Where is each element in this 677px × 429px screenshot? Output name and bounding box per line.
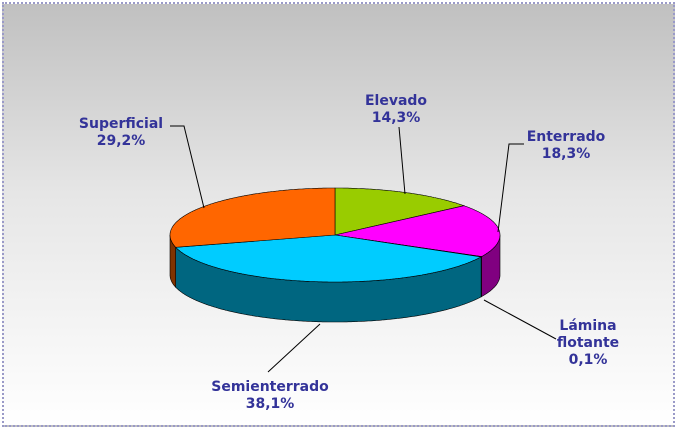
category-name: Elevado bbox=[364, 93, 428, 109]
slice-label: Superficial 29,2% bbox=[79, 116, 163, 150]
value-label: 0,1% bbox=[568, 352, 608, 368]
value-label: 14,3% bbox=[371, 110, 421, 126]
category-name: Enterrado bbox=[526, 129, 606, 145]
leader-line bbox=[483, 299, 557, 340]
slice-label: Enterrado 18,3% bbox=[527, 129, 606, 163]
chart bbox=[169, 125, 557, 373]
value-label: 18,3% bbox=[541, 146, 591, 162]
slice-label: Semienterrado 38,1% bbox=[211, 379, 329, 413]
slice bbox=[334, 205, 501, 257]
category-name: Lámina flotante bbox=[556, 318, 620, 351]
category-name: Semienterrado bbox=[211, 379, 329, 395]
leader-line bbox=[398, 126, 406, 195]
slice bbox=[169, 187, 336, 248]
category-name: Superficial bbox=[78, 116, 164, 132]
slice bbox=[175, 234, 483, 283]
leader-line bbox=[497, 143, 524, 233]
slice bbox=[334, 187, 466, 236]
value-label: 38,1% bbox=[245, 396, 295, 412]
value-label: 29,2% bbox=[96, 133, 146, 149]
leader-line bbox=[170, 125, 205, 209]
leader-line bbox=[267, 323, 321, 373]
slice-label: Lámina flotante 0,1% bbox=[553, 318, 623, 369]
slice-label: Elevado 14,3% bbox=[365, 93, 427, 127]
